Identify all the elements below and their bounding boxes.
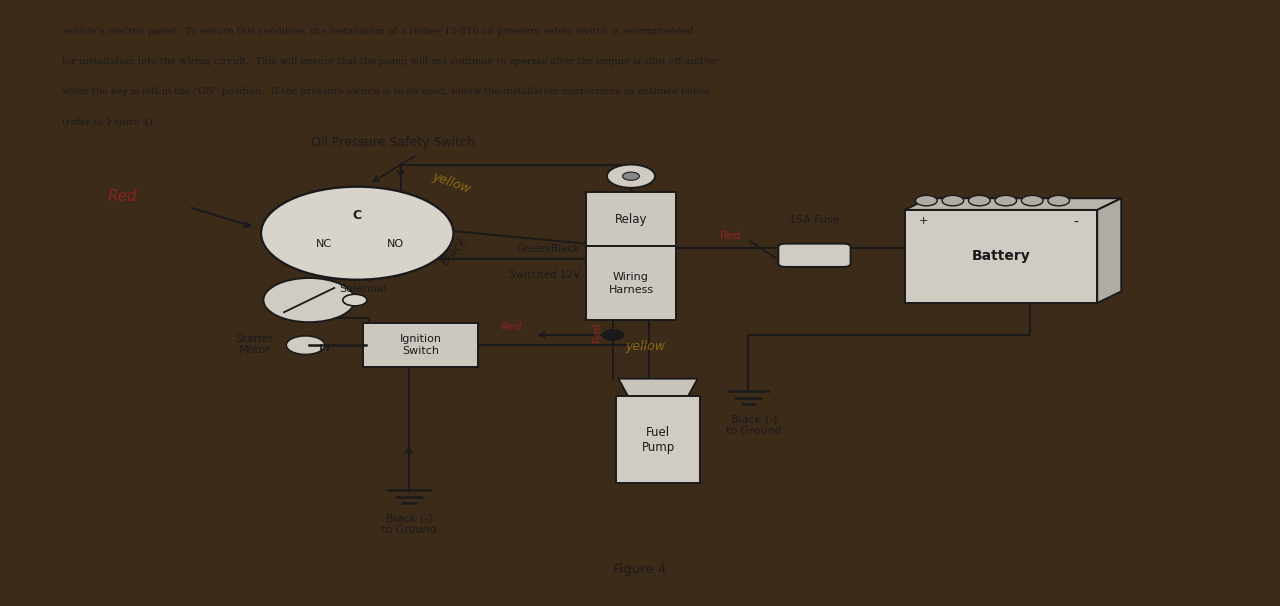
Polygon shape (618, 379, 698, 396)
Text: Red: Red (593, 322, 603, 342)
Text: Battery: Battery (972, 250, 1030, 264)
Text: Red: Red (500, 322, 522, 332)
Bar (616, 396, 700, 484)
Text: Starter
Motor: Starter Motor (236, 334, 274, 356)
Circle shape (607, 165, 655, 188)
Circle shape (622, 172, 640, 180)
Text: Oil Pressure Safety Switch: Oil Pressure Safety Switch (311, 136, 475, 149)
Polygon shape (905, 198, 1121, 210)
Text: Green/Black: Green/Black (516, 244, 580, 253)
Text: 15A Fuse: 15A Fuse (790, 215, 840, 225)
Text: Black: Black (439, 235, 471, 268)
Text: for installation into the wiring circuit.  This will ensure that the pump will n: for installation into the wiring circuit… (63, 57, 717, 66)
Circle shape (969, 195, 991, 206)
Text: yellow: yellow (625, 339, 666, 353)
Circle shape (915, 195, 937, 206)
Text: -: - (1073, 216, 1078, 230)
Text: Fuel
Pump: Fuel Pump (641, 425, 675, 454)
Circle shape (261, 187, 453, 280)
Text: NC: NC (315, 239, 332, 248)
Circle shape (942, 195, 964, 206)
Text: Red: Red (108, 189, 137, 204)
Bar (364, 324, 477, 367)
Text: Relay: Relay (614, 213, 648, 226)
Circle shape (602, 330, 623, 340)
Polygon shape (1097, 198, 1121, 303)
Bar (905, 210, 1097, 303)
Bar (586, 193, 676, 246)
Bar (586, 246, 676, 321)
Text: Black (-)
to Ground: Black (-) to Ground (381, 514, 436, 535)
FancyBboxPatch shape (778, 244, 850, 267)
Text: Red: Red (721, 231, 741, 241)
Circle shape (1048, 195, 1070, 206)
Circle shape (1021, 195, 1043, 206)
Text: when the key is left in the "ON" position.  If the pressure switch is to be used: when the key is left in the "ON" positio… (63, 87, 710, 96)
Circle shape (343, 295, 367, 306)
Circle shape (995, 195, 1016, 206)
Text: yellow: yellow (430, 170, 472, 195)
Text: Solenoid: Solenoid (339, 284, 388, 295)
Circle shape (264, 278, 355, 322)
Text: Wiring
Harness: Wiring Harness (608, 272, 654, 295)
Text: Figure 4: Figure 4 (613, 564, 667, 576)
Circle shape (287, 336, 325, 355)
Text: NO: NO (387, 239, 404, 248)
Text: vehicle's electric panel.  To ensure this condition, the installation of a Holle: vehicle's electric panel. To ensure this… (63, 27, 694, 36)
Text: Ignition
Switch: Ignition Switch (399, 335, 442, 356)
Text: (refer to Figure 4).: (refer to Figure 4). (63, 118, 156, 127)
Text: +: + (919, 216, 928, 226)
Text: Switched 12V: Switched 12V (508, 270, 580, 280)
Text: C: C (353, 209, 362, 222)
Text: Black (-)
to Ground: Black (-) to Ground (727, 415, 782, 436)
